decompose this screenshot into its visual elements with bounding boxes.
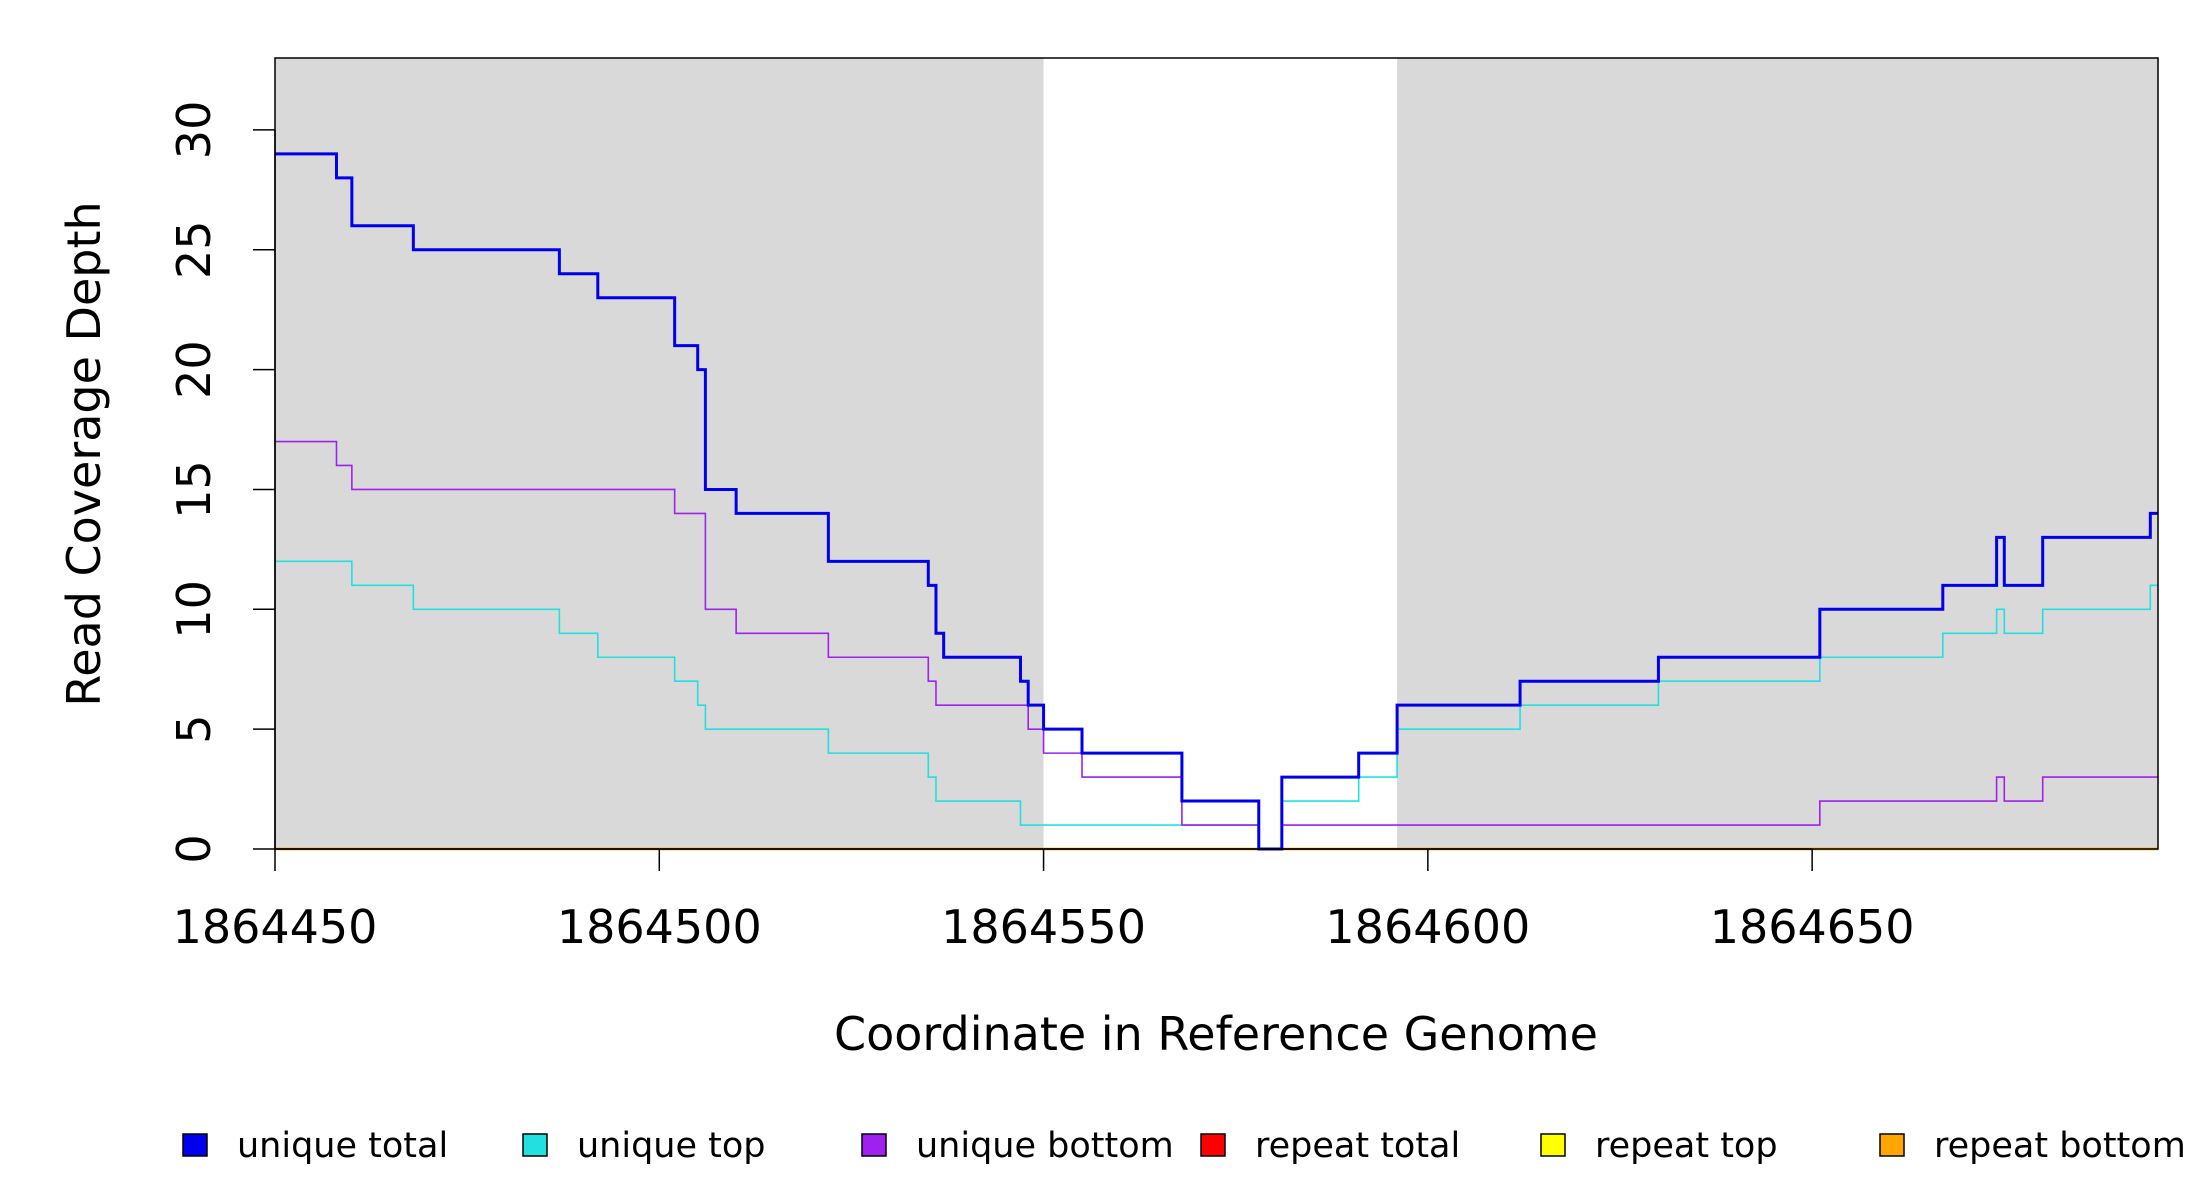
plot-background	[275, 58, 2158, 849]
legend-item: unique total	[182, 1126, 448, 1166]
legend-label: unique bottom	[916, 1126, 1174, 1166]
x-tick-label: 1864500	[557, 900, 762, 954]
x-axis-title: Coordinate in Reference Genome	[834, 1007, 1598, 1061]
legend-swatch	[1879, 1133, 1905, 1157]
y-tick-label: 10	[167, 580, 221, 639]
legend-item: unique top	[522, 1126, 766, 1166]
y-axis-title: Read Coverage Depth	[57, 201, 111, 706]
y-tick-label: 0	[167, 834, 221, 863]
x-tick-label: 1864450	[173, 900, 378, 954]
y-tick-label: 25	[167, 220, 221, 279]
y-tick-label: 5	[167, 715, 221, 744]
y-tick-label: 20	[167, 340, 221, 399]
x-tick-label: 1864650	[1710, 900, 1915, 954]
legend-label: repeat total	[1255, 1126, 1460, 1166]
series-line-unique-total	[275, 152, 2158, 851]
y-axis: 0 5 10 15 20 25 30	[167, 101, 276, 864]
legend-item: repeat top	[1540, 1126, 1778, 1166]
x-tick-label: 1864550	[941, 900, 1146, 954]
legend-swatch	[861, 1133, 887, 1157]
legend-swatch	[182, 1133, 208, 1157]
legend-swatch	[1200, 1133, 1226, 1157]
legend-swatch	[1540, 1133, 1566, 1157]
legend-label: unique total	[237, 1126, 448, 1166]
legend: unique total unique top unique bottom repea…	[182, 1126, 2186, 1166]
legend-label: repeat top	[1595, 1126, 1778, 1166]
legend-item: repeat bottom	[1879, 1126, 2186, 1166]
y-tick-label: 30	[167, 101, 221, 160]
legend-item: repeat total	[1200, 1126, 1460, 1166]
series-line-unique-bottom	[275, 440, 2158, 850]
legend-label: repeat bottom	[1934, 1126, 2186, 1166]
x-tick-label: 1864600	[1325, 900, 1530, 954]
legend-swatch	[522, 1133, 548, 1157]
y-tick-label: 15	[167, 460, 221, 519]
highlight-region	[1043, 58, 1398, 849]
legend-label: unique top	[577, 1126, 766, 1166]
legend-item: unique bottom	[861, 1126, 1174, 1166]
x-axis: 1864450 1864500 1864550 1864600 1864650	[173, 848, 1915, 954]
